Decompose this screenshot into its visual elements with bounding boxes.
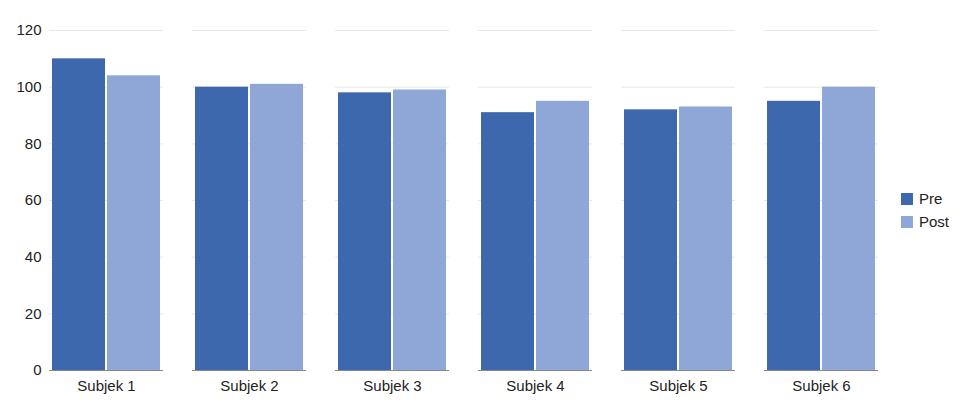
svg-text:40: 40: [25, 248, 42, 265]
svg-text:20: 20: [25, 305, 42, 322]
svg-text:Subjek 2: Subjek 2: [220, 377, 278, 394]
svg-text:80: 80: [25, 135, 42, 152]
svg-text:Subjek 6: Subjek 6: [792, 377, 850, 394]
html-text:Post: Post: [919, 213, 949, 230]
svg-text:Subjek 3: Subjek 3: [363, 377, 421, 394]
svg-text:Subjek 1: Subjek 1: [77, 377, 135, 394]
svg-text:120: 120: [16, 21, 41, 38]
svg-text:0: 0: [33, 361, 41, 378]
svg-text:Subjek 4: Subjek 4: [506, 377, 564, 394]
svg-text:Subjek 5: Subjek 5: [649, 377, 707, 394]
svg-text:100: 100: [16, 78, 41, 95]
html-text:Pre: Pre: [919, 190, 943, 207]
svg-text:60: 60: [25, 191, 42, 208]
